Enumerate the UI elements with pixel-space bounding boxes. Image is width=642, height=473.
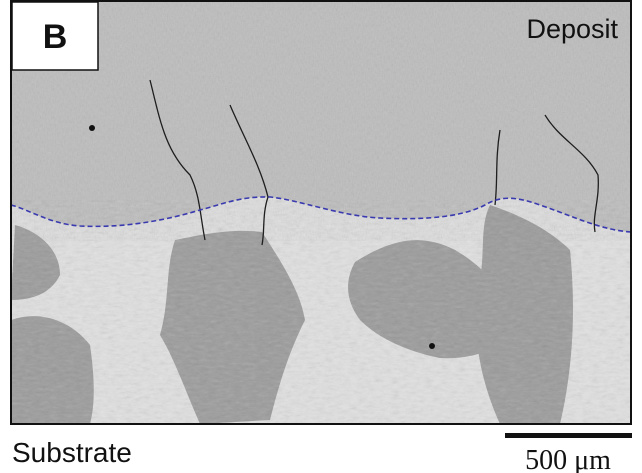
scale-bar: [505, 433, 632, 438]
figure: B Deposit Substrate 500 μm: [0, 0, 642, 473]
scale-bar-label: 500 μm: [525, 445, 611, 473]
micrograph: [11, 1, 631, 424]
region-label: Substrate: [12, 437, 132, 468]
panel-label: B: [43, 18, 68, 56]
region-label: Deposit: [526, 14, 618, 44]
